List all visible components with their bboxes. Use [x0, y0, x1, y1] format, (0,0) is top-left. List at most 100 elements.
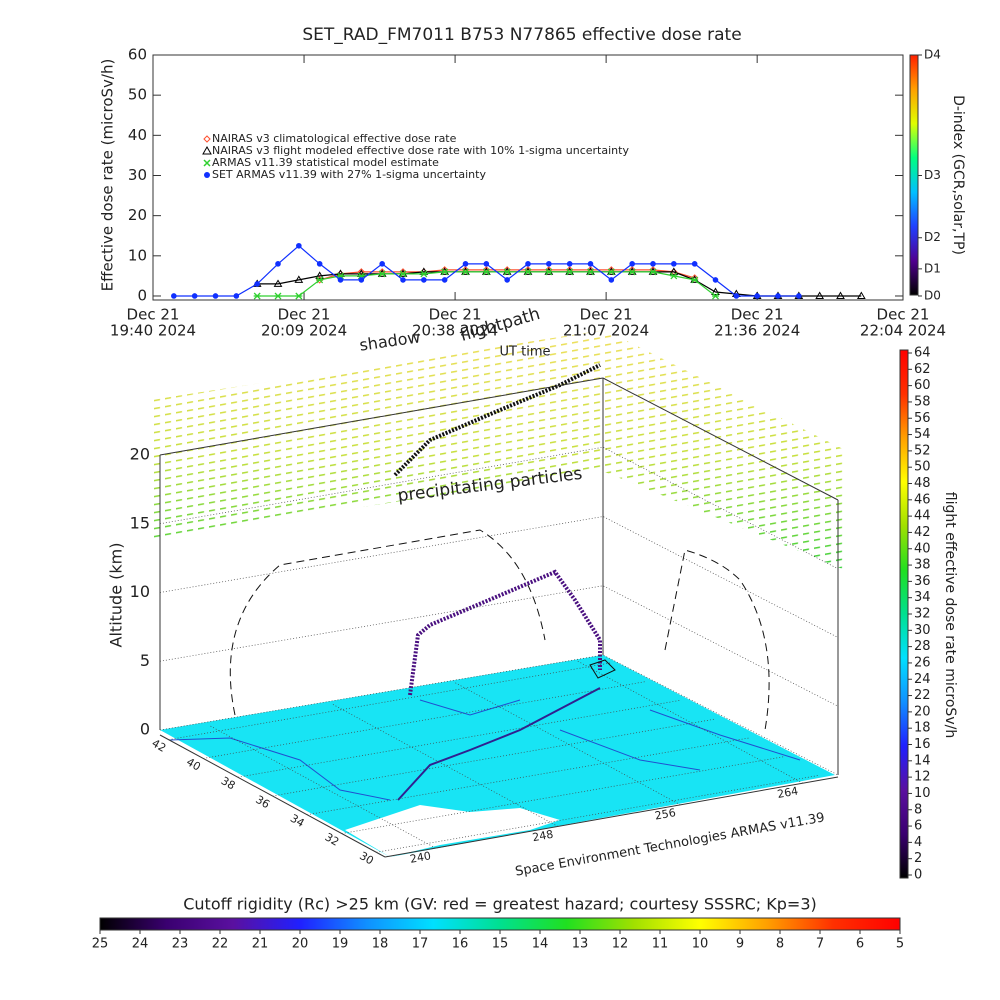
marker	[545, 268, 553, 276]
colorbar-tick-label: 25	[92, 937, 109, 952]
marker	[566, 268, 574, 276]
z-tick-label: 0	[140, 720, 150, 739]
y-axis-label: Effective dose rate (microSv/h)	[99, 59, 117, 292]
colorbar-tick-label: 16	[452, 937, 469, 952]
colorbar-tick-label: 9	[736, 937, 744, 952]
colorbar-tick-label: 40	[914, 541, 931, 556]
legend-label: ARMAS v11.39 statistical model estimate	[212, 156, 439, 169]
marker	[733, 293, 740, 299]
marker	[546, 261, 552, 267]
legend-marker	[204, 172, 210, 178]
marker	[566, 261, 573, 267]
series-line	[319, 269, 695, 281]
colorbar-tick-label: 32	[914, 607, 931, 622]
x-tick	[210, 725, 436, 849]
marker	[754, 293, 760, 299]
marker	[628, 268, 636, 276]
y-tick-label: 36	[253, 793, 272, 811]
marker	[295, 292, 303, 300]
marker	[649, 266, 657, 274]
marker	[670, 272, 678, 280]
plot-frame	[152, 54, 904, 301]
legend-label: SET ARMAS v11.39 with 27% 1-sigma uncert…	[212, 168, 486, 181]
marker	[586, 266, 595, 274]
colorbar-label: Cutoff rigidity (Rc) >25 km (GV: red = g…	[183, 895, 817, 914]
colorbar-tick-label: 22	[914, 688, 931, 703]
marker	[524, 268, 532, 276]
colorbar-tick-label: 34	[914, 590, 931, 605]
x-tick-label: 240	[409, 849, 432, 865]
z-axis-label: Altitude (km)	[107, 543, 126, 648]
colorbar-tick-label: 62	[914, 362, 931, 377]
marker	[482, 268, 490, 276]
marker	[421, 277, 427, 283]
marker	[274, 292, 282, 300]
marker	[233, 293, 240, 299]
y-tick-label: 30	[357, 849, 376, 867]
y2-tick-label: D2	[924, 230, 941, 244]
marker	[358, 277, 365, 283]
marker	[775, 293, 781, 299]
y-tick-label: 32	[323, 830, 342, 848]
z-tick-label: 5	[140, 651, 150, 670]
x-tick	[455, 682, 681, 806]
x-tick	[577, 660, 803, 784]
legend-label: NAIRAS v3 climatological effective dose …	[212, 132, 457, 145]
marker	[378, 270, 386, 278]
marker	[503, 268, 511, 276]
colorbar-tick-label: 56	[914, 411, 931, 426]
colorbar-tick-label: 17	[412, 937, 429, 952]
y-tick-label: 10	[128, 246, 147, 264]
x-tick-label: Dec 21	[731, 306, 784, 324]
marker	[629, 261, 635, 267]
colorbar-tick-label: 22	[212, 937, 229, 952]
marker	[171, 293, 177, 299]
colorbar-tick-label: 50	[914, 460, 931, 475]
particle-field	[150, 330, 845, 570]
ocean	[345, 805, 560, 857]
x-tick-label: 19:40 2024	[110, 322, 196, 340]
colorbar	[99, 917, 901, 931]
marker	[524, 266, 532, 274]
colorbar-tick-label: 46	[914, 492, 931, 507]
legend-label: NAIRAS v3 flight modeled effective dose …	[212, 144, 629, 157]
marker	[503, 266, 511, 274]
colorbar-tick-label: 28	[914, 639, 931, 654]
marker	[275, 261, 281, 267]
colorbar-tick-label: 64	[914, 346, 931, 361]
colorbar-tick-label: 13	[572, 937, 589, 952]
colorbar	[899, 349, 909, 879]
legend-marker	[203, 159, 211, 167]
colorbar-tick-label: 20	[914, 704, 931, 719]
y-tick-label: 20	[128, 206, 147, 224]
colorbar-tick-label: 4	[914, 835, 922, 850]
marker	[608, 277, 615, 283]
marker	[379, 261, 385, 267]
colorbar-label: flight effective dose rate microSv/h	[942, 492, 958, 738]
marker-box	[589, 659, 616, 679]
annotation: shadow	[358, 327, 421, 354]
colorbar-tick-label: 6	[914, 819, 922, 834]
marker	[628, 266, 636, 274]
colorbar-tick-label: 42	[914, 525, 931, 540]
contour-dashed	[229, 529, 546, 716]
colorbar-tick-label: 30	[914, 623, 931, 638]
x-tick-label: 248	[531, 828, 554, 844]
marker	[587, 268, 594, 276]
marker	[273, 279, 283, 287]
y-tick-label: 42	[150, 737, 169, 755]
x-tick-label: 256	[654, 806, 677, 822]
colorbar-tick-label: 20	[292, 937, 309, 952]
colorbar-tick-label: 18	[372, 937, 389, 952]
y-tick-label: 30	[128, 166, 147, 184]
marker	[650, 261, 656, 267]
marker	[315, 271, 325, 279]
marker	[294, 275, 304, 283]
marker	[711, 287, 720, 295]
box-edge	[384, 776, 839, 858]
x-tick-label: Dec 21	[877, 306, 930, 324]
box-edge	[159, 377, 604, 456]
colorbar-tick-label: 26	[914, 655, 931, 670]
y-tick-label: 0	[137, 286, 147, 304]
